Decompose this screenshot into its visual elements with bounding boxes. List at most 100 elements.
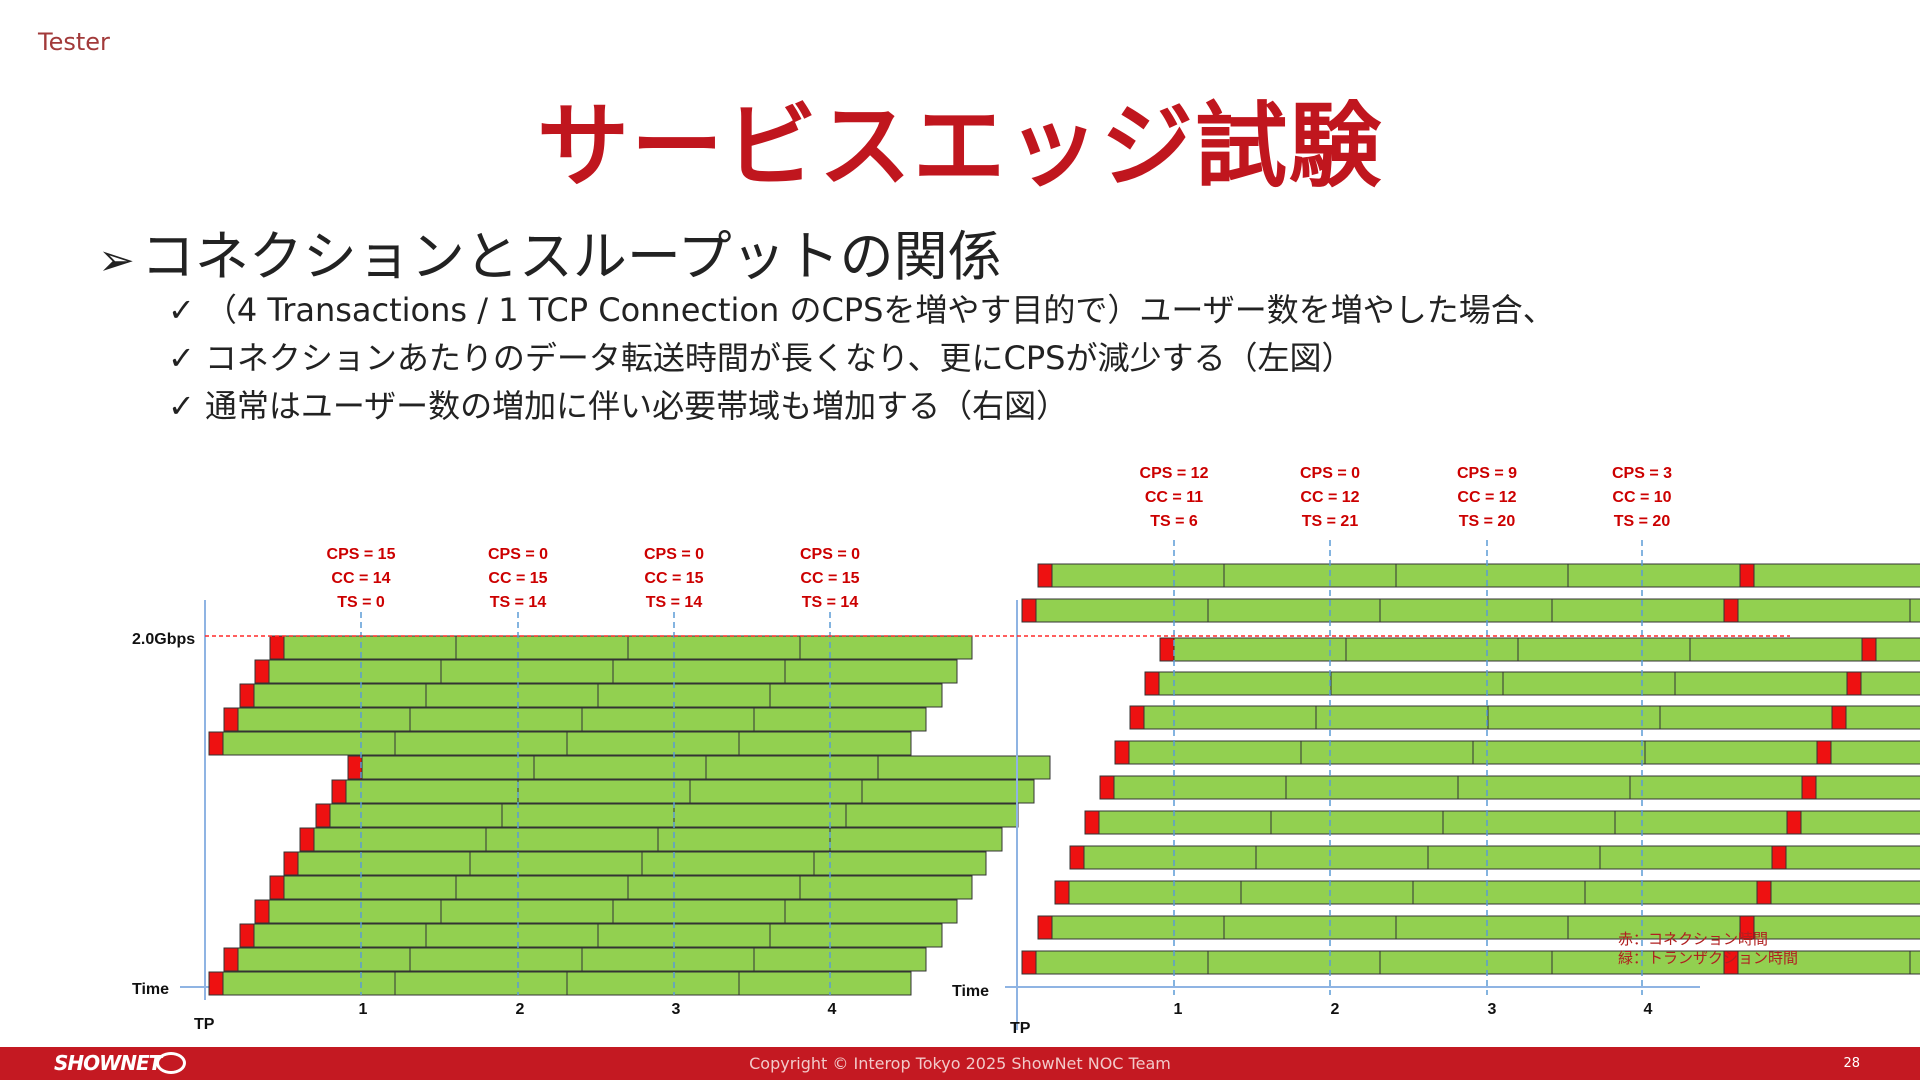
- transaction-block: [345, 779, 519, 804]
- transaction-block: [1599, 845, 1773, 870]
- transaction-block: [1300, 740, 1474, 765]
- transaction-block: [1487, 705, 1661, 730]
- left-stat-label: TS = 14: [490, 594, 547, 611]
- connection-block: [1771, 845, 1787, 870]
- page-number: 28: [1843, 1056, 1860, 1071]
- bullet-list: ✓ （4 Transactions / 1 TCP Connection のCPS…: [168, 288, 1555, 432]
- transaction-block: [738, 971, 912, 996]
- transaction-block: [1035, 598, 1209, 623]
- connection-block: [1129, 705, 1145, 730]
- transaction-block: [581, 707, 755, 732]
- bullet-item: ✓ コネクションあたりのデータ転送時間が長くなり、更にCPSが減少する（左図）: [168, 336, 1555, 384]
- transaction-block: [799, 875, 973, 900]
- transaction-block: [1255, 845, 1429, 870]
- transaction-block: [1270, 810, 1444, 835]
- connection-block: [1037, 915, 1053, 940]
- connection-block: [1021, 950, 1037, 975]
- transaction-block: [409, 947, 583, 972]
- transaction-block: [485, 827, 659, 852]
- transaction-block: [1379, 598, 1553, 623]
- transaction-block: [1427, 845, 1601, 870]
- connection-block: [1739, 563, 1755, 588]
- transaction-block: [1860, 671, 1920, 696]
- left-stat-label: CC = 15: [488, 570, 547, 587]
- transaction-block: [845, 803, 1019, 828]
- check-icon: ✓: [168, 291, 195, 329]
- connection-block: [1037, 563, 1053, 588]
- connection-block: [1756, 880, 1772, 905]
- transaction-block: [1674, 671, 1848, 696]
- left-stat-label: TS = 0: [337, 594, 385, 611]
- transaction-block: [1395, 915, 1569, 940]
- page-title: サービスエッジ試験: [536, 93, 1383, 200]
- section-heading-text: コネクションとスループットの関係: [140, 225, 1002, 288]
- transaction-block: [237, 707, 411, 732]
- footer-bar: SHOWNET Copyright © Interop Tokyo 2025 S…: [0, 1047, 1920, 1080]
- bullet-text: （4 Transactions / 1 TCP Connection のCPSを…: [204, 291, 1555, 329]
- transaction-block: [1785, 845, 1920, 870]
- connection-throughput-diagram: CPS = 15 CC = 14 TS = 0 CPS = 0 CC = 15 TS = …: [132, 465, 1920, 1037]
- transaction-block: [1909, 598, 1920, 623]
- connection-block: [1846, 671, 1862, 696]
- right-stat-label: TS = 20: [1614, 513, 1671, 530]
- transaction-block: [329, 803, 503, 828]
- left-stat-label: CC = 15: [644, 570, 703, 587]
- right-time-label: Time: [952, 983, 989, 1000]
- transaction-block: [361, 755, 535, 780]
- transaction-block: [1412, 880, 1586, 905]
- transaction-block: [1584, 880, 1758, 905]
- transaction-block: [1875, 637, 1920, 662]
- transaction-block: [1442, 810, 1616, 835]
- left-time-label: Time: [132, 981, 169, 998]
- connection-block: [239, 683, 255, 708]
- left-tick-label: 4: [828, 1001, 837, 1018]
- bullet-text: コネクションあたりのデータ転送時間が長くなり、更にCPSが減少する（左図）: [204, 339, 1354, 377]
- transaction-block: [222, 971, 396, 996]
- transaction-block: [394, 971, 568, 996]
- transaction-block: [705, 755, 879, 780]
- transaction-block: [1629, 775, 1803, 800]
- tester-label: Tester: [38, 28, 110, 56]
- left-stat-label: CPS = 0: [800, 546, 860, 563]
- transaction-block: [1330, 671, 1504, 696]
- transaction-block: [784, 659, 958, 684]
- left-stat-label: TS = 14: [802, 594, 859, 611]
- transaction-block: [581, 947, 755, 972]
- connection-block: [1069, 845, 1085, 870]
- bandwidth-label: 2.0Gbps: [132, 631, 195, 648]
- transaction-block: [1815, 775, 1920, 800]
- transaction-block: [283, 635, 457, 660]
- right-stat-label: TS = 21: [1302, 513, 1359, 530]
- transaction-block: [673, 803, 847, 828]
- shownet-logo: SHOWNET: [54, 1051, 162, 1075]
- connection-block: [269, 635, 285, 660]
- right-tick-label: 1: [1174, 1001, 1183, 1018]
- transaction-block: [425, 923, 599, 948]
- bullet-text: 通常はユーザー数の増加に伴い必要帯域も増加する（右図）: [204, 387, 1069, 425]
- right-stat-label: CC = 11: [1145, 489, 1203, 506]
- connection-block: [331, 779, 347, 804]
- transaction-block: [1345, 637, 1519, 662]
- connection-block: [269, 875, 285, 900]
- transaction-block: [1128, 740, 1302, 765]
- transaction-block: [813, 851, 987, 876]
- transaction-block: [1395, 563, 1569, 588]
- left-tick-label: 3: [672, 1001, 681, 1018]
- connection-block: [1159, 637, 1175, 662]
- transaction-block: [1567, 563, 1741, 588]
- transaction-block: [1753, 563, 1920, 588]
- transaction-block: [1083, 845, 1257, 870]
- transaction-block: [627, 635, 801, 660]
- transaction-block: [533, 755, 707, 780]
- transaction-block: [657, 827, 831, 852]
- left-stat-label: TS = 14: [646, 594, 703, 611]
- connection-block: [299, 827, 315, 852]
- connection-block: [1084, 810, 1100, 835]
- transaction-block: [1909, 950, 1920, 975]
- transaction-block: [861, 779, 1035, 804]
- transaction-block: [1379, 950, 1553, 975]
- transaction-block: [627, 875, 801, 900]
- connection-block: [223, 947, 239, 972]
- right-tick-label: 3: [1488, 1001, 1497, 1018]
- transaction-block: [1753, 915, 1920, 940]
